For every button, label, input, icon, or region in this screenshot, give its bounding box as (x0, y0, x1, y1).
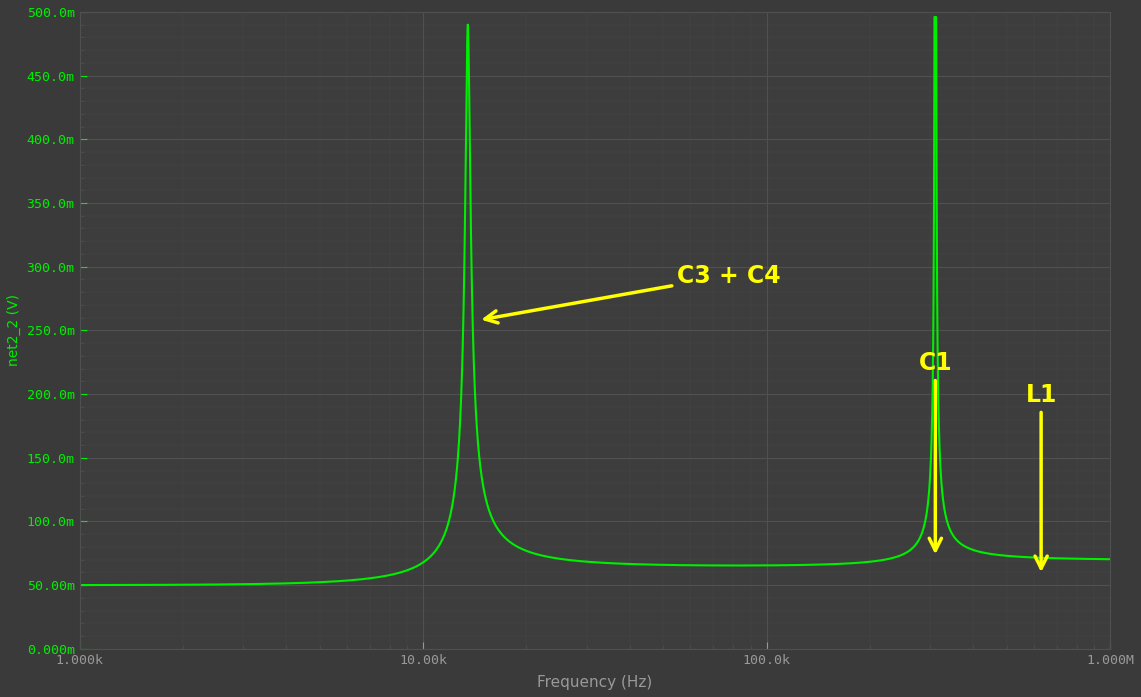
Text: C3 + C4: C3 + C4 (485, 263, 780, 323)
Y-axis label: net2_2 (V): net2_2 (V) (7, 294, 21, 367)
Text: C1: C1 (919, 351, 952, 551)
Text: L1: L1 (1026, 383, 1057, 568)
X-axis label: Frequency (Hz): Frequency (Hz) (537, 675, 653, 690)
